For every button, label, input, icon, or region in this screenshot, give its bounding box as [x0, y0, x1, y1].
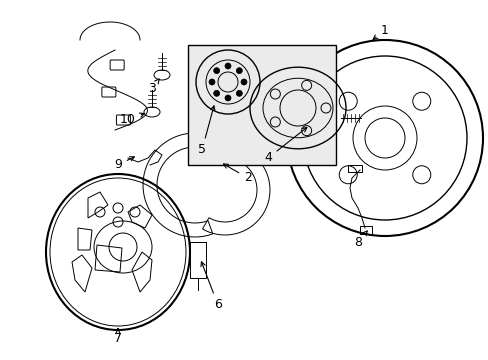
Text: 10: 10 — [120, 113, 144, 126]
Circle shape — [224, 95, 230, 101]
Bar — [347, 165, 361, 172]
Circle shape — [213, 90, 219, 96]
Text: 9: 9 — [114, 157, 134, 171]
Text: 8: 8 — [353, 231, 366, 248]
Circle shape — [241, 79, 246, 85]
Bar — [187, 45, 335, 165]
Text: 5: 5 — [198, 106, 215, 157]
Text: 4: 4 — [264, 127, 306, 165]
Circle shape — [213, 68, 219, 74]
Text: 6: 6 — [201, 262, 222, 311]
Circle shape — [236, 68, 242, 74]
Bar — [359, 226, 371, 234]
Text: 7: 7 — [114, 329, 122, 345]
Circle shape — [208, 79, 215, 85]
Bar — [190, 242, 205, 278]
Circle shape — [224, 63, 230, 69]
Text: 1: 1 — [372, 23, 388, 40]
Text: 2: 2 — [223, 164, 251, 184]
Circle shape — [236, 90, 242, 96]
Text: 3: 3 — [148, 79, 159, 94]
